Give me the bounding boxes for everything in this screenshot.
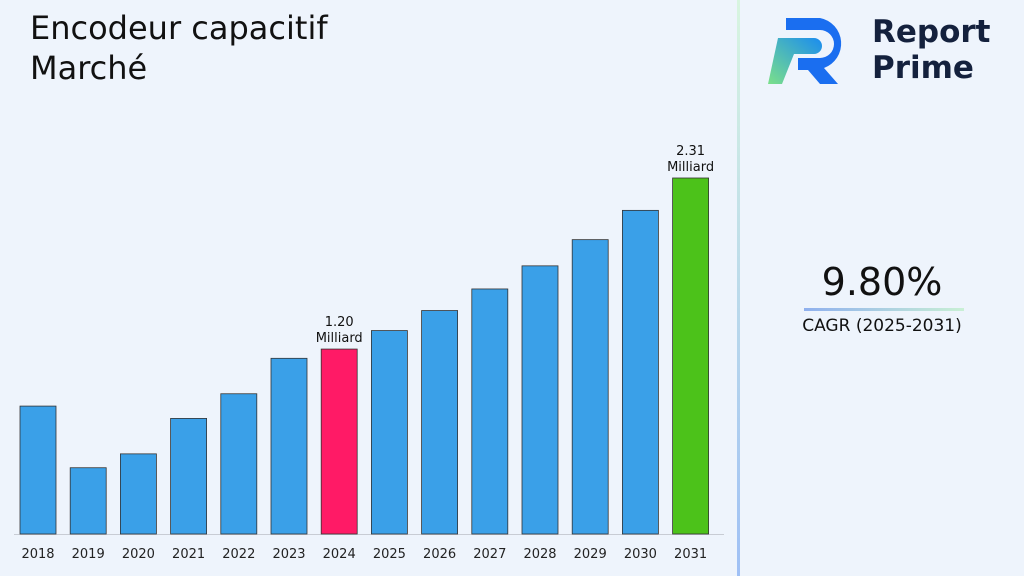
bar-2024	[320, 348, 358, 535]
bar-chart: 2018 2019 2020 2021 2022 2023 20241.20Milliard…	[14, 144, 724, 562]
x-tick-label: 2031	[674, 547, 707, 562]
chart-title: Encodeur capacitif Marché	[30, 8, 328, 88]
x-tick-label: 2029	[574, 547, 607, 562]
x-tick-label: 2030	[624, 547, 657, 562]
title-line-1: Encodeur capacitif	[30, 9, 328, 47]
divider	[737, 0, 740, 576]
title-line-2: Marché	[30, 49, 148, 87]
x-tick-label: 2023	[272, 547, 305, 562]
data-label: Milliard	[316, 331, 363, 346]
x-tick-label: 2020	[122, 547, 155, 562]
bar-2030	[622, 209, 659, 535]
bar-2023	[270, 357, 308, 535]
cagr-label: CAGR (2025-2031)	[802, 316, 962, 336]
bar-2022	[220, 393, 258, 535]
bar-2020	[120, 453, 157, 535]
x-tick-label: 2025	[373, 547, 406, 562]
bar-2029	[571, 239, 609, 535]
report-prime-logo-icon	[768, 18, 842, 84]
bar-2021	[170, 418, 208, 535]
bar-2018	[19, 405, 57, 535]
x-tick-label: 2027	[473, 547, 506, 562]
data-label: Milliard	[667, 160, 714, 175]
logo-line-1: Report	[872, 14, 991, 50]
bar-2019	[69, 467, 107, 535]
x-tick-label: 2021	[172, 547, 205, 562]
bar-2031	[672, 177, 709, 535]
x-tick-label: 2024	[323, 547, 356, 562]
bar-2028	[521, 265, 559, 535]
x-tick-label: 2018	[21, 547, 54, 562]
bar-2025	[370, 330, 408, 535]
logo-text: Report Prime	[872, 14, 991, 86]
bar-2027	[471, 288, 509, 535]
x-tick-label: 2026	[423, 547, 456, 562]
bar-2026	[421, 310, 459, 535]
x-tick-label: 2022	[222, 547, 255, 562]
x-tick-label: 2019	[72, 547, 105, 562]
cagr-value: 9.80%	[821, 260, 943, 304]
cagr-underline	[804, 308, 964, 311]
logo-line-2: Prime	[872, 50, 974, 86]
data-label: 1.20	[325, 315, 354, 330]
data-label: 2.31	[676, 144, 705, 159]
x-tick-label: 2028	[523, 547, 556, 562]
